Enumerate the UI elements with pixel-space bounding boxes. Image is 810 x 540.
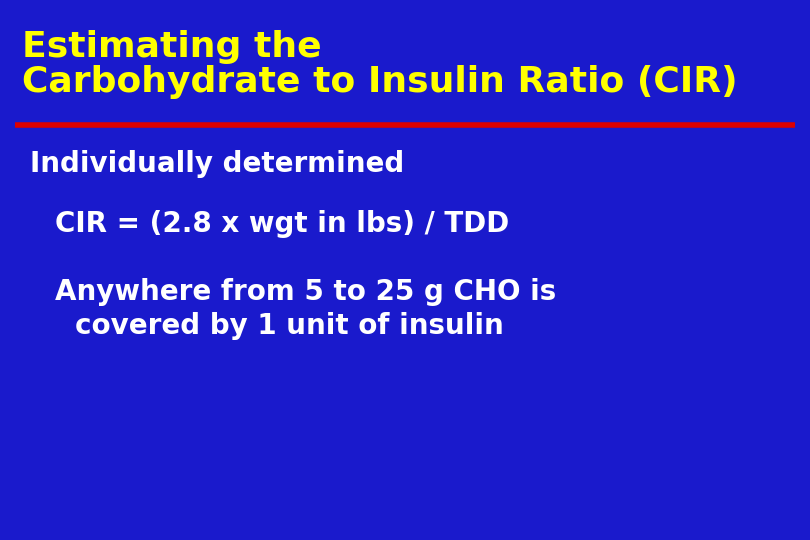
Text: Individually determined: Individually determined [30,150,404,178]
Text: Anywhere from 5 to 25 g CHO is: Anywhere from 5 to 25 g CHO is [55,278,556,306]
Text: Estimating the: Estimating the [22,30,322,64]
Text: covered by 1 unit of insulin: covered by 1 unit of insulin [75,312,504,340]
Text: CIR = (2.8 x wgt in lbs) / TDD: CIR = (2.8 x wgt in lbs) / TDD [55,210,509,238]
Text: Carbohydrate to Insulin Ratio (CIR): Carbohydrate to Insulin Ratio (CIR) [22,65,738,99]
